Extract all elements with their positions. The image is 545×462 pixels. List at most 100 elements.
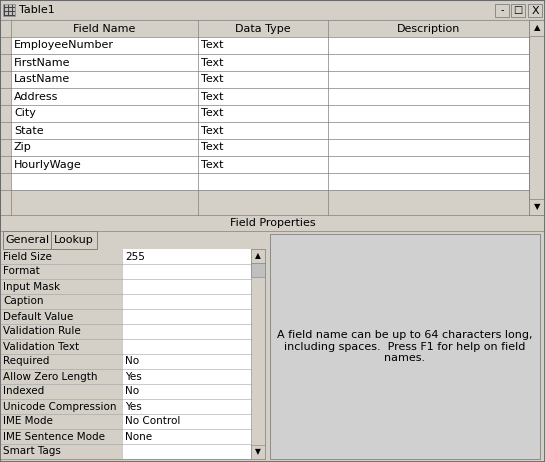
Text: Lookup: Lookup <box>54 235 94 245</box>
Bar <box>122 444 251 459</box>
Text: Yes: Yes <box>125 401 142 412</box>
Bar <box>0 139 11 156</box>
Bar <box>0 264 122 279</box>
Text: □: □ <box>513 6 523 16</box>
Bar <box>0 354 122 369</box>
Text: LastName: LastName <box>14 74 70 85</box>
Text: Field Properties: Field Properties <box>229 218 316 228</box>
Bar <box>511 4 525 17</box>
Bar <box>0 249 265 459</box>
Bar <box>11 122 198 139</box>
Text: X: X <box>531 6 539 16</box>
Text: Indexed: Indexed <box>3 387 44 396</box>
Text: Caption: Caption <box>3 297 44 306</box>
Bar <box>122 414 251 429</box>
Bar <box>11 54 198 71</box>
Bar <box>198 71 328 88</box>
Text: ▼: ▼ <box>255 448 261 456</box>
Bar <box>0 429 122 444</box>
Bar <box>0 414 122 429</box>
Text: Text: Text <box>201 159 223 170</box>
Bar <box>0 309 122 324</box>
Bar <box>122 264 251 279</box>
Text: IME Sentence Mode: IME Sentence Mode <box>3 432 105 442</box>
Bar <box>251 263 265 277</box>
Bar <box>0 71 11 88</box>
Bar <box>198 37 328 54</box>
Text: Text: Text <box>201 142 223 152</box>
Text: HourlyWage: HourlyWage <box>14 159 82 170</box>
Bar <box>122 294 251 309</box>
Text: No: No <box>125 357 139 366</box>
Bar <box>11 71 198 88</box>
Text: No: No <box>125 387 139 396</box>
Text: Smart Tags: Smart Tags <box>3 446 61 456</box>
Bar <box>270 234 540 459</box>
Bar <box>198 20 328 37</box>
Text: Address: Address <box>14 91 58 102</box>
Bar <box>328 71 529 88</box>
Bar <box>122 339 251 354</box>
Text: Validation Rule: Validation Rule <box>3 327 81 336</box>
Text: Field Size: Field Size <box>3 251 52 261</box>
Text: ▲: ▲ <box>534 24 540 32</box>
Bar <box>0 156 11 173</box>
Bar <box>0 384 122 399</box>
Bar <box>198 156 328 173</box>
Bar <box>11 139 198 156</box>
Bar <box>122 429 251 444</box>
Bar <box>11 88 198 105</box>
Bar <box>198 105 328 122</box>
Bar <box>0 279 122 294</box>
Bar <box>11 37 198 54</box>
Text: Zip: Zip <box>14 142 32 152</box>
Bar <box>198 122 328 139</box>
Text: Validation Text: Validation Text <box>3 341 79 352</box>
Bar <box>0 444 122 459</box>
Bar <box>0 249 122 264</box>
Text: City: City <box>14 109 36 118</box>
Bar <box>251 249 265 263</box>
Bar <box>328 20 529 37</box>
Text: Text: Text <box>201 91 223 102</box>
Bar <box>122 399 251 414</box>
Bar <box>0 215 545 231</box>
Text: No Control: No Control <box>125 417 180 426</box>
Text: Required: Required <box>3 357 50 366</box>
Text: Format: Format <box>3 267 40 276</box>
Text: 255: 255 <box>125 251 145 261</box>
Bar <box>122 309 251 324</box>
Bar <box>529 20 545 215</box>
Text: FirstName: FirstName <box>14 57 70 67</box>
Bar <box>198 54 328 71</box>
Bar <box>11 105 198 122</box>
Bar <box>11 173 198 190</box>
Bar <box>328 54 529 71</box>
Text: Data Type: Data Type <box>235 24 291 34</box>
Bar <box>51 231 97 249</box>
Text: Text: Text <box>201 57 223 67</box>
Bar <box>198 173 328 190</box>
Text: -: - <box>500 6 504 16</box>
Bar <box>0 88 11 105</box>
Text: Field Name: Field Name <box>74 24 136 34</box>
Bar <box>0 54 11 71</box>
Text: A field name can be up to 64 characters long,
including spaces.  Press F1 for he: A field name can be up to 64 characters … <box>277 330 533 363</box>
Bar <box>122 369 251 384</box>
Bar <box>0 20 11 37</box>
Bar <box>0 294 122 309</box>
Bar <box>0 173 11 190</box>
Bar <box>198 88 328 105</box>
Bar <box>0 339 122 354</box>
Bar <box>122 384 251 399</box>
Text: Description: Description <box>397 24 460 34</box>
Bar <box>122 324 251 339</box>
Bar <box>529 199 545 215</box>
Text: Allow Zero Length: Allow Zero Length <box>3 371 98 382</box>
Bar <box>328 139 529 156</box>
Bar <box>328 156 529 173</box>
Bar <box>328 122 529 139</box>
Bar <box>328 173 529 190</box>
Text: Text: Text <box>201 126 223 135</box>
Bar <box>0 37 11 54</box>
